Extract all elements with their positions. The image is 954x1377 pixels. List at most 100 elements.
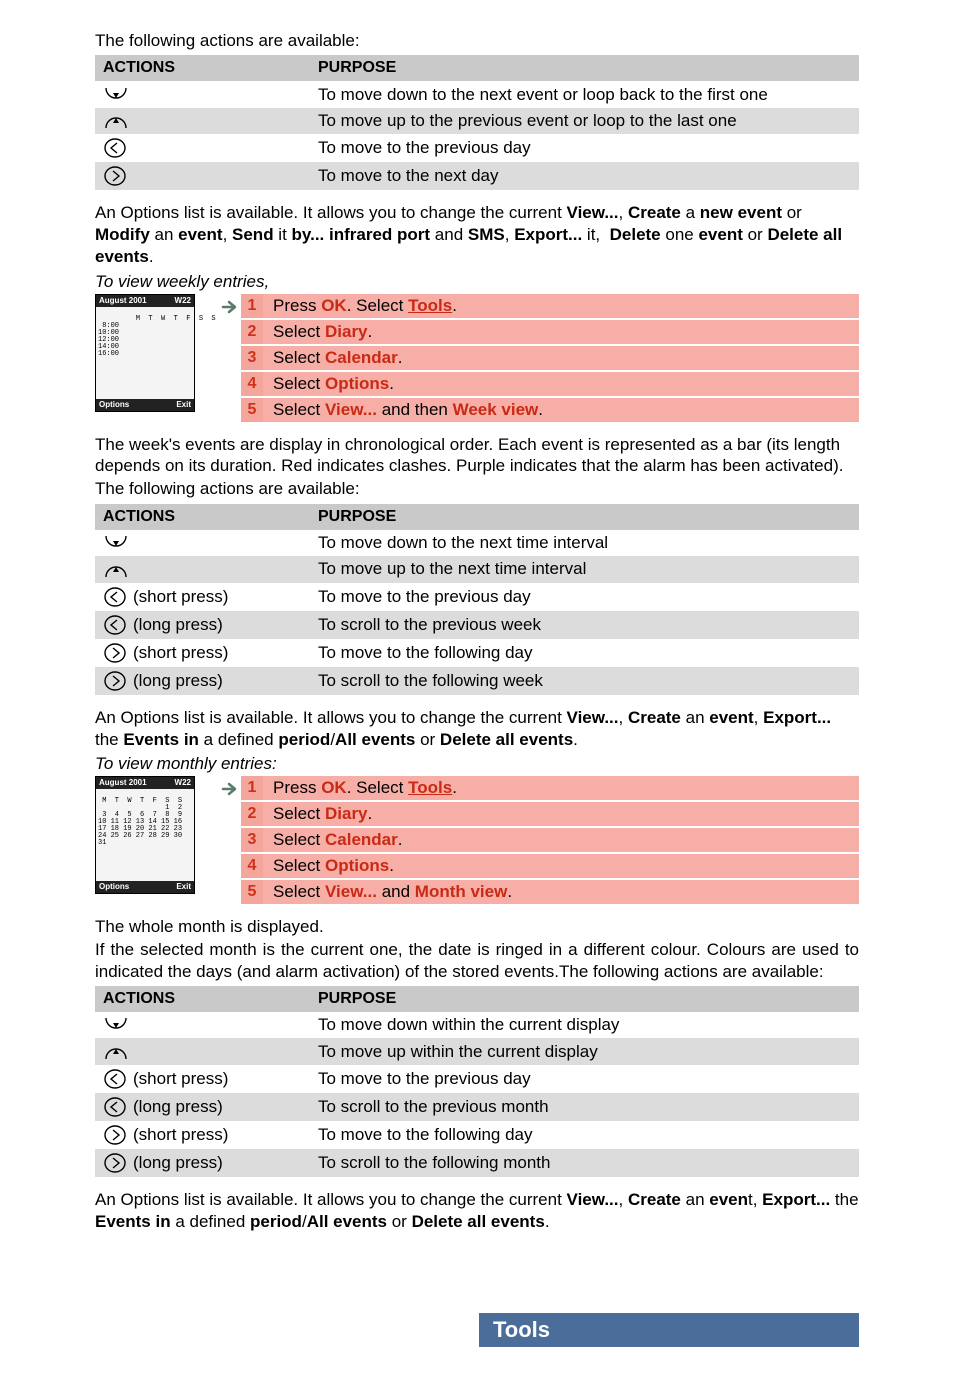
step-arrow-icon [219, 398, 241, 424]
action-cell [95, 530, 310, 557]
table-row: To move up to the next time interval [95, 556, 859, 583]
actions-table-1-body: To move down to the next event or loop b… [95, 81, 859, 190]
action-cell: (long press) [95, 1149, 310, 1177]
press-label: (short press) [133, 1069, 228, 1089]
phone-exit: Exit [176, 883, 191, 891]
table-row: To move down within the current display [95, 1012, 859, 1039]
table-row: To move up within the current display [95, 1038, 859, 1065]
step-number: 1 [241, 294, 263, 320]
purpose-cell: To scroll to the previous month [310, 1093, 859, 1121]
step-text: Press OK. Select Tools. [263, 294, 859, 320]
step-text: Select Diary. [263, 802, 859, 828]
purpose-cell: To move up to the next time interval [310, 556, 859, 583]
weekly-heading: To view weekly entries, [95, 271, 859, 292]
right-key-icon [103, 642, 127, 664]
step-text: Select Calendar. [263, 346, 859, 372]
step-row: 2Select Diary. [219, 320, 859, 346]
purpose-cell: To scroll to the following week [310, 667, 859, 695]
left-key-icon [103, 1096, 127, 1118]
action-cell: (long press) [95, 667, 310, 695]
step-arrow-icon [219, 294, 241, 320]
table-row: (short press) To move to the previous day [95, 1065, 859, 1093]
table-row: To move up to the previous event or loop… [95, 108, 859, 135]
table-row: (short press) To move to the previous day [95, 583, 859, 611]
actions-table-1: ACTIONS PURPOSE To move down to the next… [95, 55, 859, 190]
press-label: (long press) [133, 615, 223, 635]
step-text: Select View... and then Week view. [263, 398, 859, 424]
press-label: (short press) [133, 587, 228, 607]
options-paragraph-1: An Options list is available. It allows … [95, 202, 859, 268]
step-number: 4 [241, 372, 263, 398]
phone-week: W22 [175, 297, 191, 305]
right-key-icon [103, 670, 127, 692]
left-key-icon [103, 614, 127, 636]
left-key-icon [103, 137, 127, 159]
purpose-cell: To move to the previous day [310, 134, 859, 162]
purpose-cell: To move to the following day [310, 639, 859, 667]
step-row: 2Select Diary. [219, 802, 859, 828]
step-row: 5Select View... and Month view. [219, 880, 859, 906]
table-row: To move to the next day [95, 162, 859, 190]
purpose-cell: To move to the previous day [310, 583, 859, 611]
step-number: 2 [241, 320, 263, 346]
purpose-cell: To move up within the current display [310, 1038, 859, 1065]
step-arrow-icon [219, 802, 241, 828]
phone-options: Options [99, 883, 129, 891]
table-row: To move down to the next time interval [95, 530, 859, 557]
monthly-heading: To view monthly entries: [95, 753, 859, 774]
phone-options: Options [99, 401, 129, 409]
month-explain-1: The whole month is displayed. [95, 916, 859, 937]
col-purpose: PURPOSE [310, 986, 859, 1012]
step-number: 5 [241, 398, 263, 424]
action-cell [95, 162, 310, 190]
step-number: 2 [241, 802, 263, 828]
action-cell: (short press) [95, 1121, 310, 1149]
steps-list-1: 1Press OK. Select Tools.2Select Diary.3S… [219, 294, 859, 424]
step-row: 4Select Options. [219, 854, 859, 880]
phone-week: W22 [175, 779, 191, 787]
step-text: Select Options. [263, 854, 859, 880]
left-key-icon [103, 1068, 127, 1090]
left-key-icon [103, 586, 127, 608]
step-arrow-icon [219, 854, 241, 880]
options-paragraph-2: An Options list is available. It allows … [95, 707, 859, 751]
phone-title: August 2001 [99, 297, 147, 305]
purpose-cell: To move up to the previous event or loop… [310, 108, 859, 135]
up-key-icon [103, 111, 129, 132]
col-purpose: PURPOSE [310, 55, 859, 81]
purpose-cell: To scroll to the following month [310, 1149, 859, 1177]
right-key-icon [103, 1124, 127, 1146]
step-arrow-icon [219, 880, 241, 906]
tools-banner: Tools [479, 1313, 859, 1347]
table-row: (long press)To scroll to the previous mo… [95, 1093, 859, 1121]
intro-text-2: The following actions are available: [95, 478, 859, 499]
purpose-cell: To move down to the next event or loop b… [310, 81, 859, 108]
table-row: (long press)To scroll to the following m… [95, 1149, 859, 1177]
right-key-icon [103, 165, 127, 187]
purpose-cell: To move down to the next time interval [310, 530, 859, 557]
step-text: Press OK. Select Tools. [263, 776, 859, 802]
action-cell: (long press) [95, 1093, 310, 1121]
step-arrow-icon [219, 828, 241, 854]
up-key-icon [103, 559, 129, 580]
down-key-icon [103, 84, 129, 105]
col-actions: ACTIONS [95, 504, 310, 530]
action-cell [95, 108, 310, 135]
phone-body: M T W T F S S 8:00 10:00 12:00 14:00 16:… [96, 314, 194, 360]
steps-list-2: 1Press OK. Select Tools.2Select Diary.3S… [219, 776, 859, 906]
monthly-steps-block: August 2001 W22 M T W T F S S 1 2 3 4 5 … [95, 776, 859, 906]
step-text: Select Diary. [263, 320, 859, 346]
step-text: Select Options. [263, 372, 859, 398]
actions-table-2: ACTIONS PURPOSE To move down to the next… [95, 504, 859, 695]
table-row: (short press)To move to the following da… [95, 1121, 859, 1149]
phone-screenshot-monthly: August 2001 W22 M T W T F S S 1 2 3 4 5 … [95, 776, 195, 894]
action-cell [95, 134, 310, 162]
action-cell [95, 81, 310, 108]
purpose-cell: To move to the previous day [310, 1065, 859, 1093]
phone-body: M T W T F S S 1 2 3 4 5 6 7 8 9 10 11 12… [96, 796, 194, 849]
week-explain: The week's events are display in chronol… [95, 434, 859, 477]
step-number: 3 [241, 346, 263, 372]
down-key-icon [103, 1015, 129, 1036]
purpose-cell: To move to the following day [310, 1121, 859, 1149]
step-row: 4Select Options. [219, 372, 859, 398]
